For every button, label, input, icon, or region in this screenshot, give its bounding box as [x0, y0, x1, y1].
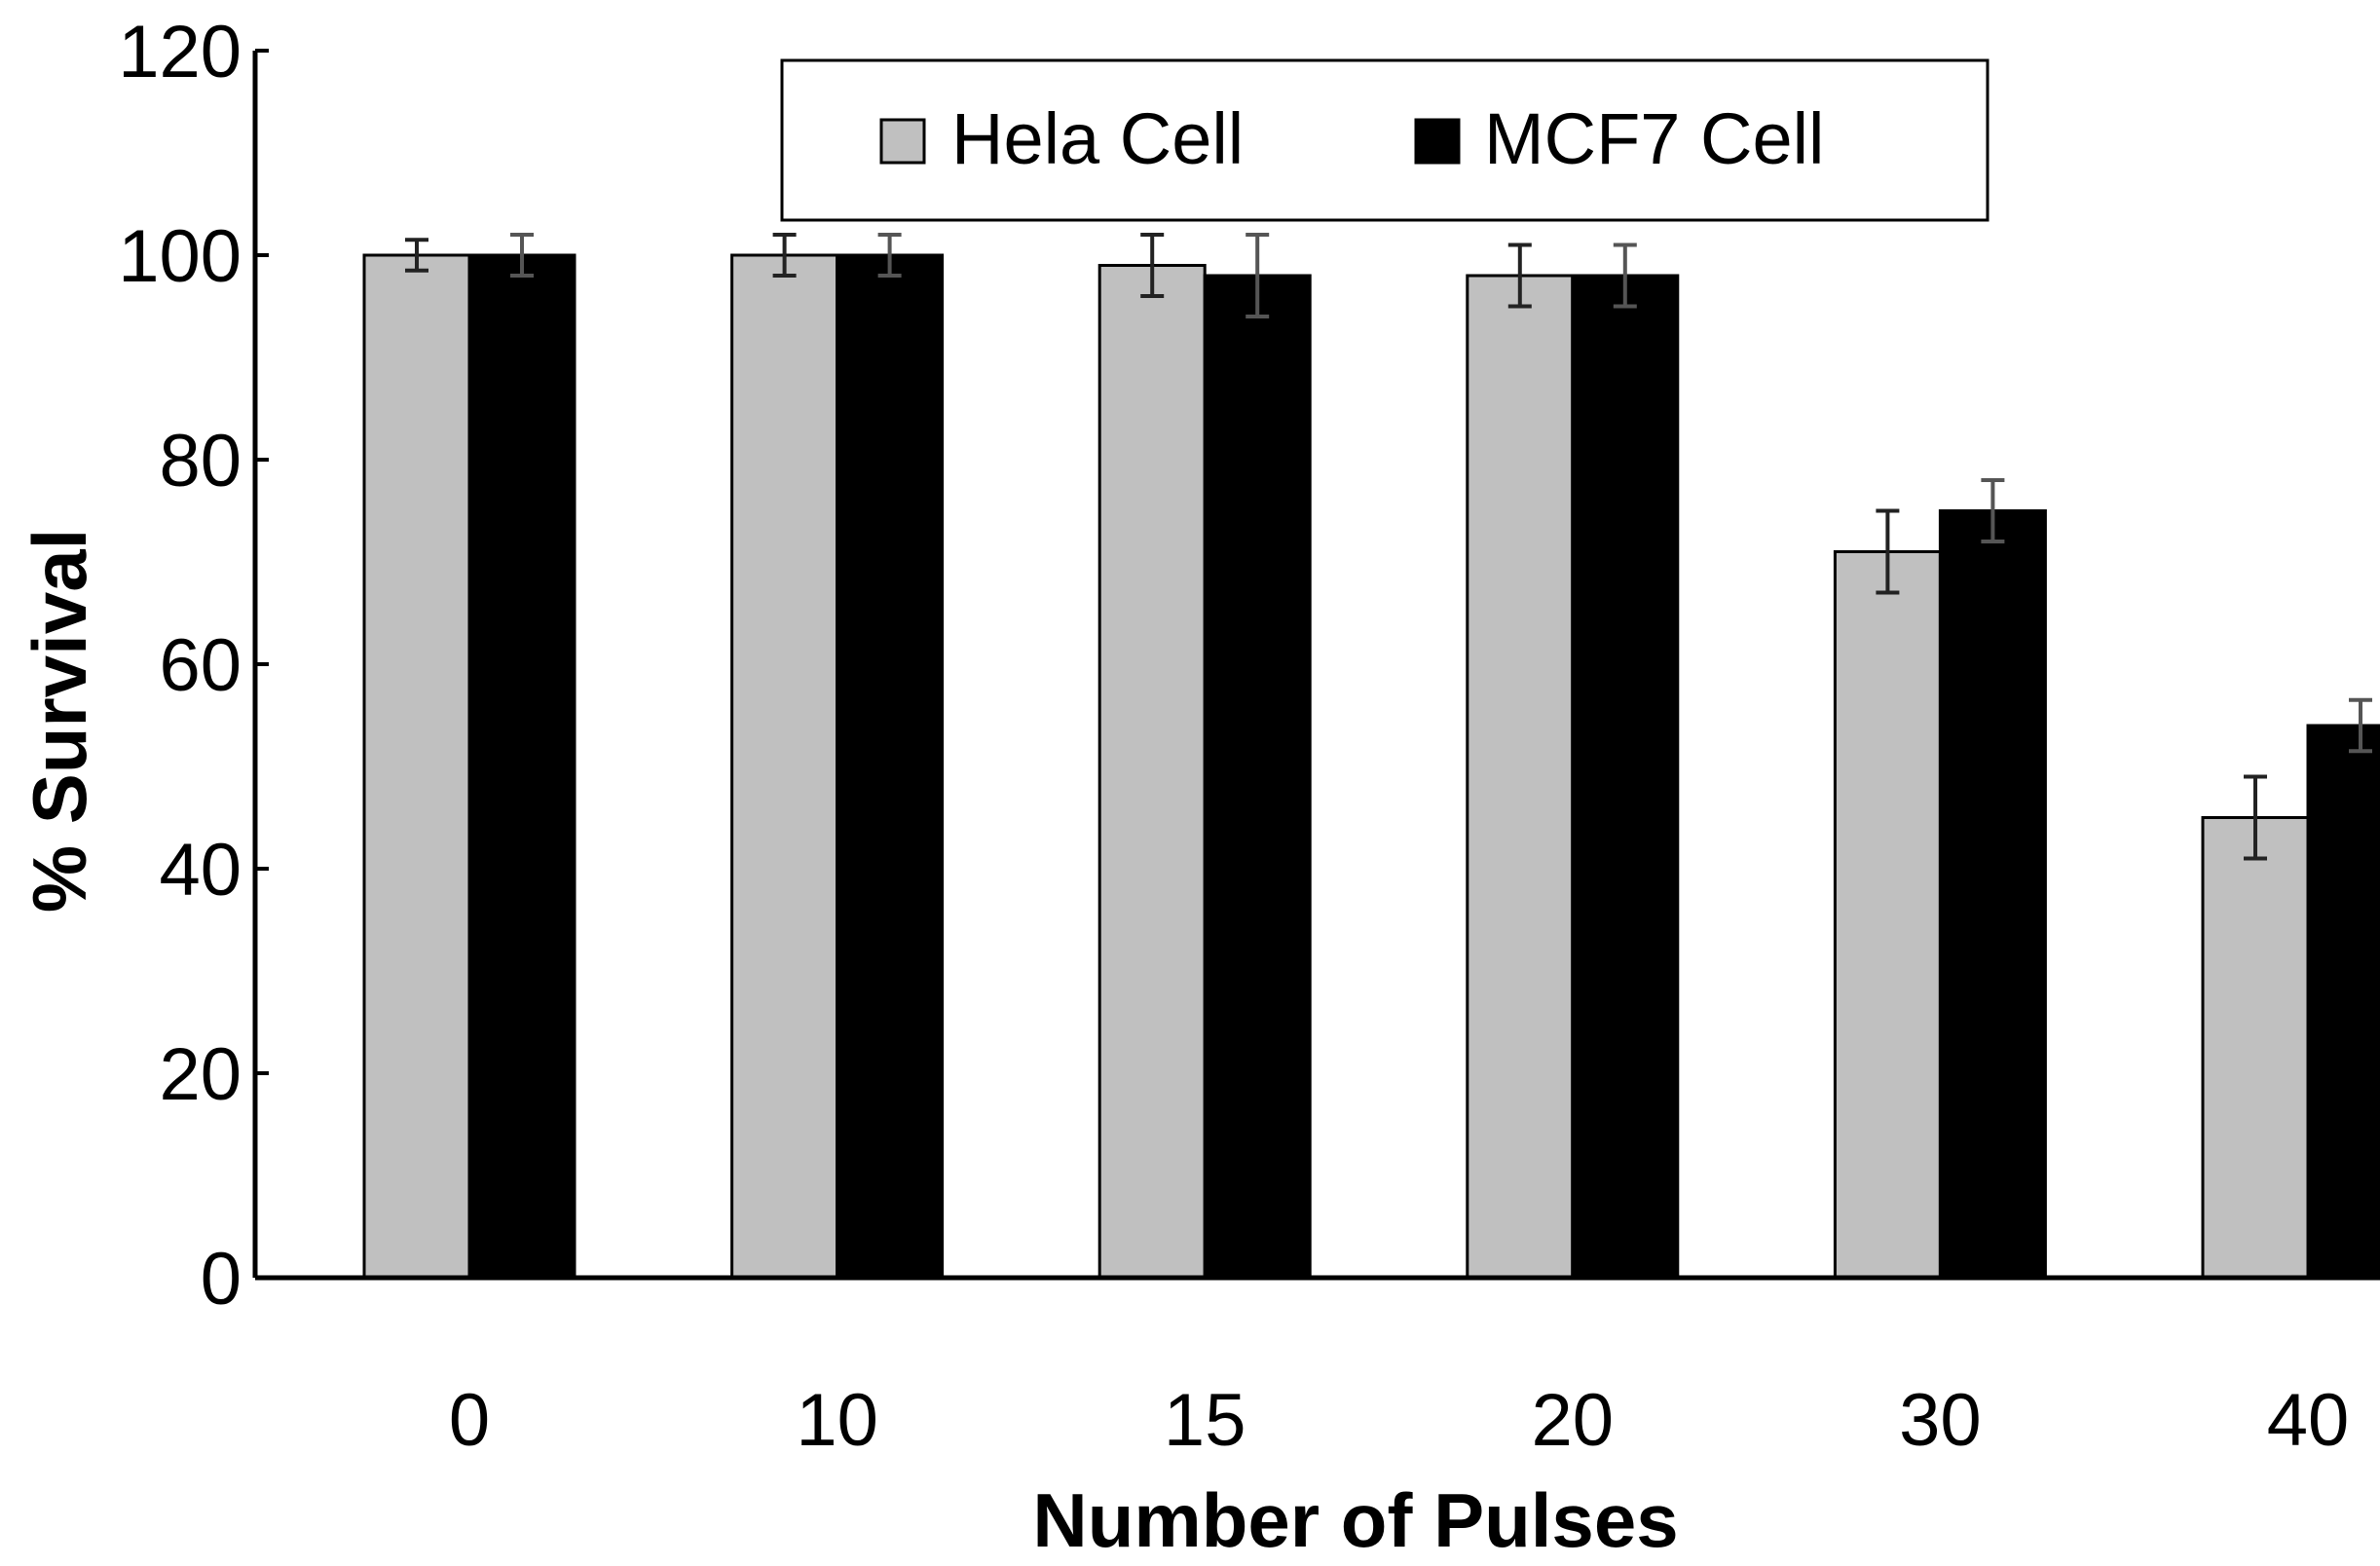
- y-tick-label: 20: [159, 1033, 242, 1116]
- error-bars-layer: [405, 233, 2372, 861]
- bar-hela-15: [1097, 264, 1207, 1280]
- bar-hela-20: [1466, 274, 1575, 1280]
- error-bar-hela-0: [405, 238, 428, 273]
- bar-hela-30: [1833, 550, 1942, 1280]
- bar-hela-10: [730, 253, 839, 1280]
- x-tick-label: 30: [1899, 1379, 1982, 1462]
- y-ticks: 0 20 40 60 80 100 120: [118, 11, 269, 1321]
- y-tick-label: 120: [118, 11, 242, 93]
- error-bar-hela-10: [772, 233, 797, 278]
- bars-layer: [362, 253, 2380, 1280]
- y-axis-title: % Survival: [17, 529, 102, 914]
- y-tick-label: 80: [159, 420, 242, 503]
- y-tick-label: 40: [159, 829, 242, 912]
- error-bar-mcf7-30: [1981, 478, 2005, 543]
- bar-hela-40: [2201, 816, 2310, 1280]
- error-bar-mcf7-0: [510, 233, 534, 278]
- x-tick-label: 0: [449, 1379, 490, 1462]
- y-tick-label: 100: [118, 215, 242, 298]
- legend-swatch-mcf7: [1414, 118, 1461, 165]
- x-tick-label: 10: [796, 1379, 878, 1462]
- error-bar-mcf7-10: [877, 233, 902, 278]
- y-tick-label: 60: [159, 624, 242, 707]
- bar-mcf7-20: [1571, 274, 1680, 1280]
- error-bar-mcf7-40: [2349, 697, 2372, 754]
- bar-mcf7-15: [1203, 274, 1312, 1280]
- bar-mcf7-10: [836, 253, 945, 1280]
- error-bar-hela-20: [1507, 242, 1532, 309]
- error-bar-hela-30: [1876, 508, 1900, 595]
- error-bar-mcf7-15: [1246, 233, 1270, 318]
- legend: Hela Cell MCF7 Cell: [780, 58, 1990, 222]
- legend-label-hela: Hela Cell: [951, 98, 1244, 179]
- x-ticks: 0 10 15 20 30 40: [449, 1379, 2349, 1462]
- legend-swatch-hela: [879, 118, 926, 165]
- bar-mcf7-30: [1938, 509, 2047, 1280]
- error-bar-hela-15: [1140, 233, 1165, 298]
- bar-hela-0: [362, 253, 471, 1280]
- legend-label-mcf7: MCF7 Cell: [1484, 98, 1824, 179]
- y-tick-label: 0: [201, 1238, 242, 1321]
- bar-mcf7-40: [2306, 724, 2380, 1280]
- bar-mcf7-0: [467, 253, 576, 1280]
- x-tick-label: 20: [1532, 1379, 1615, 1462]
- error-bar-mcf7-20: [1613, 242, 1637, 309]
- x-tick-label: 15: [1164, 1379, 1246, 1462]
- error-bar-hela-40: [2244, 774, 2267, 861]
- x-tick-label: 40: [2267, 1379, 2350, 1462]
- x-axis-title: Number of Pulses: [1032, 1477, 1678, 1561]
- legend-box: [780, 58, 1990, 222]
